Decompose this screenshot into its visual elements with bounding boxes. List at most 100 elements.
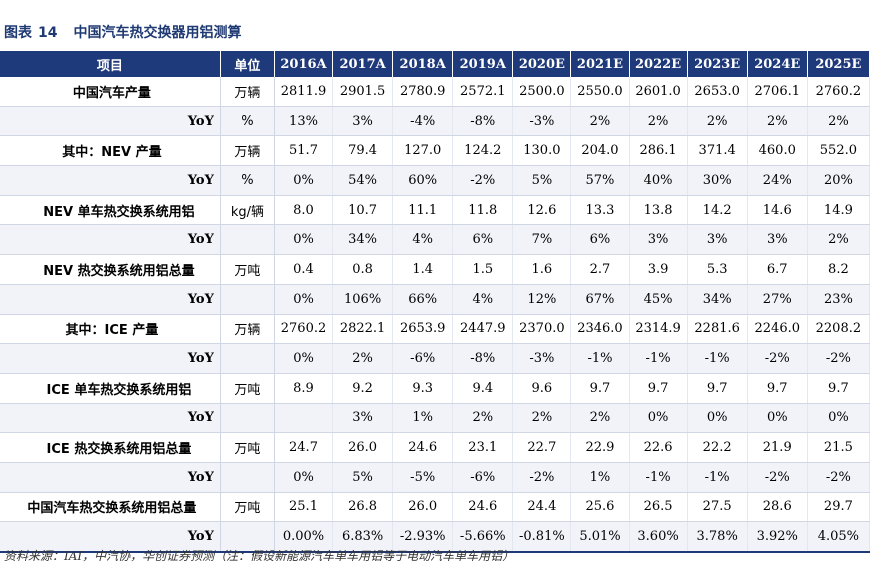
value-cell: 12% (512, 284, 572, 315)
value-cell: 2653.9 (392, 314, 454, 345)
value-cell: 2500.0 (512, 77, 572, 107)
value-cell: 2281.6 (687, 314, 748, 345)
table-row: 其中：NEV 产量 万辆 51.7 79.4 127.0 124.2 130.0 204.0 2… (0, 135, 871, 167)
value-cell: 3% (332, 106, 394, 137)
value-cell: 2% (747, 106, 808, 137)
value-cell: 34% (332, 224, 394, 256)
row-label: ICE 热交换系统用铝总量 (0, 432, 221, 463)
value-cell: 460.0 (747, 135, 808, 167)
row-unit (220, 224, 275, 256)
value-cell: 2447.9 (452, 314, 514, 345)
value-cell: 3% (747, 224, 808, 256)
value-cell: -1% (570, 343, 630, 374)
row-unit: 万吨 (220, 492, 275, 523)
value-cell: 2901.5 (332, 77, 394, 107)
caption-number: 14 (38, 25, 58, 41)
value-cell: 22.6 (629, 432, 688, 463)
value-cell: -5% (392, 462, 454, 493)
value-cell: 2% (807, 106, 871, 137)
value-cell: 3% (332, 403, 394, 434)
value-cell: 9.7 (807, 373, 871, 404)
value-cell: 4% (452, 284, 514, 315)
value-cell: 27.5 (687, 492, 748, 523)
value-cell: 1% (392, 403, 454, 434)
row-label: 中国汽车产量 (0, 77, 221, 107)
value-cell: 9.7 (629, 373, 688, 404)
row-label: YoY (0, 284, 221, 315)
value-cell: 2811.9 (274, 77, 334, 107)
value-cell: 0% (274, 462, 334, 493)
table-row: ICE 热交换系统用铝总量 万吨 24.7 26.0 24.6 23.1 22.7 22.9 2… (0, 432, 871, 463)
header-row: 项目 单位 2016A 2017A 2018A 2019A 2020E 2021E 2022E 2… (0, 51, 871, 77)
value-cell: 0% (274, 343, 334, 374)
value-cell: 2% (570, 106, 630, 137)
value-cell: 26.0 (392, 492, 454, 523)
value-cell: 24.4 (512, 492, 572, 523)
table-body: 中国汽车产量 万辆 2811.9 2901.5 2780.9 2572.1 2500.0 25… (0, 77, 871, 554)
value-cell: 8.2 (807, 254, 871, 285)
value-cell: 3% (629, 224, 688, 256)
row-label: NEV 热交换系统用铝总量 (0, 254, 221, 285)
value-cell: 2653.0 (687, 77, 748, 107)
value-cell: 2% (512, 403, 572, 434)
value-cell: 2760.2 (807, 77, 871, 107)
row-unit (220, 403, 275, 434)
value-cell: 45% (629, 284, 688, 315)
value-cell: 79.4 (332, 135, 394, 167)
value-cell: 2% (332, 343, 394, 374)
value-cell: -2.93% (392, 521, 454, 554)
row-label: YoY (0, 106, 221, 137)
value-cell: 9.7 (747, 373, 808, 404)
table-row: 其中：ICE 产量 万辆 2760.2 2822.1 2653.9 2447.9 2370.… (0, 314, 871, 345)
value-cell: 1.6 (512, 254, 572, 285)
value-cell: -1% (629, 462, 688, 493)
value-cell: 2246.0 (747, 314, 808, 345)
table-row: YoY 3% 1% 2% 2% 2% 0% 0% 0% 0% (0, 403, 871, 434)
value-cell: 57% (570, 165, 630, 196)
table-row: NEV 单车热交换系统用铝 kg/辆 8.0 10.7 11.1 11.8 12.6 13.3… (0, 195, 871, 226)
value-cell: -3% (512, 343, 572, 374)
table-row: 中国汽车热交换系统用铝总量 万吨 25.1 26.8 26.0 24.6 24.4 25.6 2… (0, 492, 871, 523)
value-cell: -2% (747, 462, 808, 493)
value-cell: 0% (274, 224, 334, 256)
value-cell: 124.2 (452, 135, 514, 167)
header-cell: 单位 (220, 51, 275, 77)
row-label: 其中：ICE 产量 (0, 314, 221, 345)
data-table: 项目 单位 2016A 2017A 2018A 2019A 2020E 2021E 2022E 2… (0, 51, 871, 554)
value-cell: 1.5 (452, 254, 514, 285)
value-cell: 552.0 (807, 135, 871, 167)
table-row: YoY 0% 34% 4% 6% 7% 6% 3% 3% 3% 2% (0, 224, 871, 256)
value-cell: 9.3 (392, 373, 454, 404)
row-label: NEV 单车热交换系统用铝 (0, 195, 221, 226)
value-cell: 34% (687, 284, 748, 315)
value-cell: 66% (392, 284, 454, 315)
value-cell: -0.81% (512, 521, 572, 554)
value-cell: -2% (512, 462, 572, 493)
value-cell: 3.60% (629, 521, 688, 554)
value-cell: 14.6 (747, 195, 808, 226)
caption-title: 中国汽车热交换器用铝测算 (73, 25, 242, 41)
value-cell: 8.9 (274, 373, 334, 404)
value-cell: -4% (392, 106, 454, 137)
value-cell: -6% (452, 462, 514, 493)
row-label: 其中：NEV 产量 (0, 135, 221, 167)
value-cell: 26.8 (332, 492, 394, 523)
value-cell: -2% (452, 165, 514, 196)
value-cell: 2208.2 (807, 314, 871, 345)
value-cell: -8% (452, 343, 514, 374)
row-unit: 万辆 (220, 77, 275, 107)
value-cell: 9.7 (570, 373, 630, 404)
row-unit (220, 343, 275, 374)
table-row: YoY% 13% 3% -4% -8% -3% 2% 2% 2% 2% 2% (0, 106, 871, 137)
value-cell: -3% (512, 106, 572, 137)
table-row: YoY 0% 106% 66% 4% 12% 67% 45% 34% 27% 23% (0, 284, 871, 315)
value-cell: -5.66% (452, 521, 514, 554)
row-label: YoY (0, 403, 221, 434)
value-cell: 21.9 (747, 432, 808, 463)
value-cell: -2% (807, 462, 871, 493)
table-row: YoY% 0% 54% 60% -2% 5% 57% 40% 30% 24% 20% (0, 165, 871, 196)
value-cell: 106% (332, 284, 394, 315)
value-cell: 28.6 (747, 492, 808, 523)
value-cell: 24.7 (274, 432, 334, 463)
value-cell (274, 403, 334, 434)
